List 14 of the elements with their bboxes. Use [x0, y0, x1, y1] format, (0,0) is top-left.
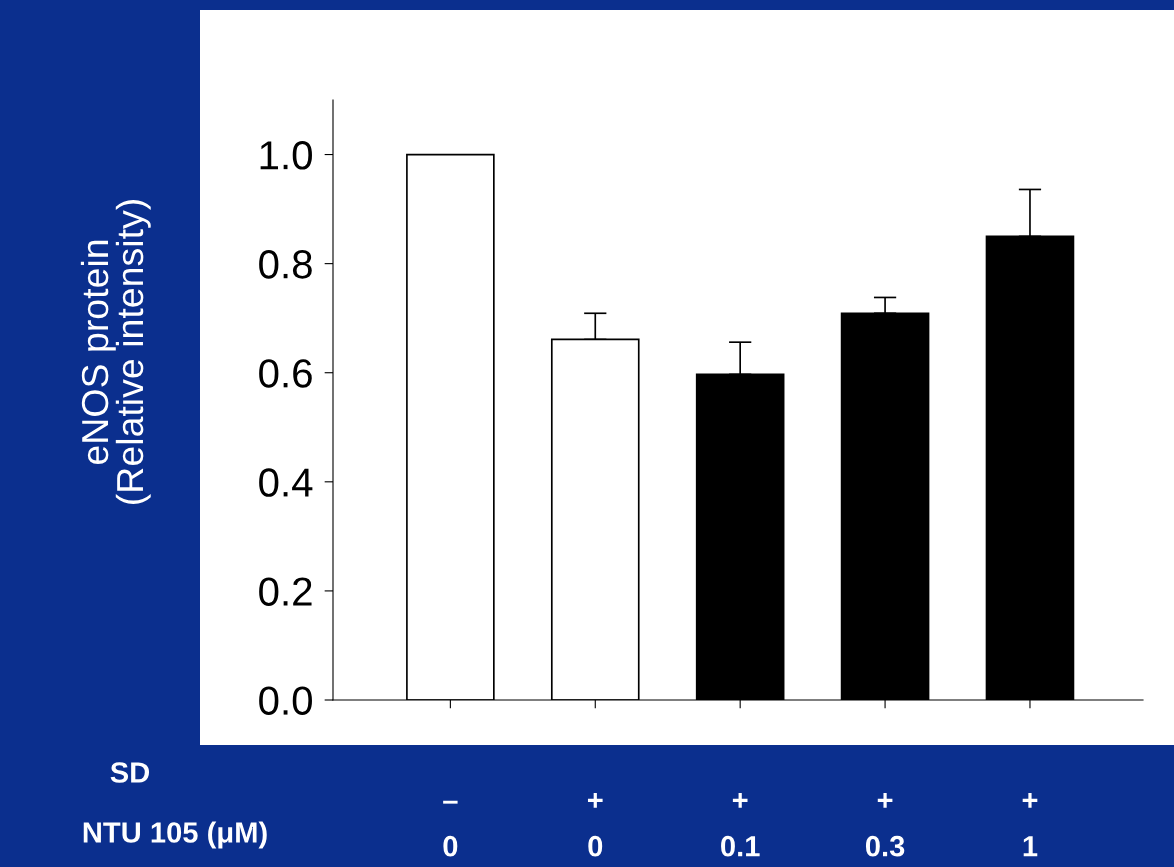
x-tick-label: + 1 — [1022, 792, 1038, 857]
text: NTU 105 (μM) — [83, 821, 267, 849]
y-tick-label: 0.2 — [259, 577, 312, 606]
x-tick-label: – 0 — [443, 800, 458, 857]
x-tick-label: + 0 — [587, 792, 603, 857]
x-tick-label: + 0.1 — [721, 792, 760, 857]
y-tick-label: 0.4 — [259, 468, 313, 497]
text: SD — [110, 762, 150, 783]
y-tick-label: 0.8 — [259, 250, 312, 279]
y-tick-label: 0.6 — [259, 359, 312, 388]
y-tick-label: 0.0 — [259, 686, 312, 715]
y-axis-title: eNOS protein (Relative intensity) — [80, 200, 151, 504]
y-tick-label: 1.0 — [260, 141, 312, 170]
x-tick-label: + 0.3 — [865, 792, 905, 857]
